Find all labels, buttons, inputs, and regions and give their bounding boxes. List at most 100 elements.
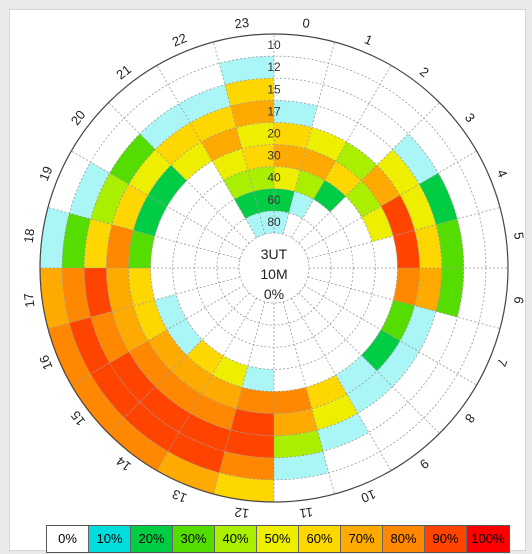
heatmap-cell-h12-r10: [213, 472, 274, 502]
hour-label: 9: [417, 456, 432, 472]
ring-circle: [39, 33, 509, 503]
heatmap-cell-h13-r17: [190, 394, 237, 430]
ring-label: 12: [267, 60, 281, 74]
heatmap-cell-h9-r20: [335, 355, 377, 395]
legend-swatch: 40%: [215, 526, 257, 552]
hour-label: 18: [21, 228, 38, 244]
heatmap-cell-h4-r15: [419, 173, 458, 225]
heatmap-cell-h19-r20: [133, 195, 168, 237]
heatmap-cell-h2-r40: [313, 180, 346, 212]
heatmap-cell-h23-r60: [253, 188, 274, 213]
heatmap-cell-h15-r10: [71, 373, 125, 434]
heatmap-cell-h18-r17: [106, 224, 134, 268]
heatmap-cell-h17-r12: [62, 268, 91, 323]
heatmap-cell-h6-r20: [393, 268, 420, 306]
ring-label: 80: [267, 215, 281, 229]
heatmap-cell-h23-r30: [242, 144, 274, 171]
hour-spoke: [108, 102, 250, 244]
center-text: 3UT 10M 0%: [260, 246, 287, 302]
heatmap-cell-h20-r15: [109, 133, 156, 185]
legend-swatch: 100%: [467, 526, 509, 552]
legend-swatch: 90%: [425, 526, 467, 552]
heatmap-cell-h13-r12: [168, 432, 225, 473]
hour-label: 13: [170, 487, 189, 506]
hour-label: 12: [234, 505, 250, 522]
hour-label: 19: [36, 164, 55, 183]
hour-label: 4: [494, 167, 511, 179]
hour-label: 3: [462, 110, 478, 125]
hour-spoke: [298, 292, 440, 434]
heatmap-cell-h10-r17: [311, 394, 358, 430]
hour-spoke: [298, 102, 440, 244]
heatmap-cell-h23-r17: [230, 100, 274, 128]
heatmap-cell-h16-r17: [112, 305, 148, 352]
heatmap-cell-h4-r20: [380, 195, 415, 237]
heatmap-cell-h4-r17: [400, 184, 436, 231]
heatmap-cell-h10-r20: [305, 374, 347, 409]
heatmap-cell-h15-r20: [147, 329, 187, 371]
ring-circle: [83, 77, 465, 459]
heatmap-cell-h19-r15: [90, 173, 129, 225]
heatmap-cell-h13-r20: [201, 374, 243, 409]
legend-swatch: 10%: [89, 526, 131, 552]
ring-label: 40: [267, 171, 281, 185]
heatmap-cell-h15-r12: [90, 362, 140, 418]
hour-spoke: [71, 150, 244, 251]
heatmap-cell-h17-r10: [40, 268, 70, 329]
heatmap-cell-h11-r20: [274, 387, 312, 414]
ring-label: 60: [267, 193, 281, 207]
heatmap-cell-h23-r12: [219, 56, 274, 85]
heatmap-cell-h22-r60: [234, 191, 260, 219]
ring-labels: 10 12 15 17 20 30 40 60 80: [267, 38, 281, 229]
hour-spoke: [291, 298, 392, 471]
heatmap-cell-h14-r10: [108, 417, 169, 471]
hour-label: 1: [362, 31, 374, 48]
legend-swatch: 50%: [257, 526, 299, 552]
hour-spoke: [307, 207, 501, 260]
ring-circle: [128, 122, 420, 414]
hour-spoke: [282, 301, 335, 495]
hour-label: 14: [113, 454, 134, 475]
ring-circle: [216, 210, 332, 326]
polar-heatmap: 0123456789101112131415161718192021222310…: [21, 15, 525, 522]
heatmap-cell-h2-r20: [335, 141, 377, 181]
ring-label: 30: [267, 149, 281, 163]
heatmap-cell-h11-r15: [274, 429, 324, 458]
heatmap-cell-h18-r12: [62, 213, 91, 268]
heatmap-cell-h12-r30: [242, 365, 274, 392]
heatmap-cell-h21-r17: [155, 122, 202, 166]
heatmap-cell-h21-r20: [171, 141, 213, 181]
heatmap-cell-h12-r17: [230, 408, 274, 436]
legend-swatch: 70%: [341, 526, 383, 552]
heatmap-cell-h20-r20: [147, 165, 187, 207]
heatmap-cell-h0-r60: [274, 188, 295, 213]
heatmap-cell-h16-r15: [90, 311, 129, 363]
heatmap-cell-h15-r30: [167, 318, 203, 356]
heatmap-cell-h22-r20: [201, 127, 243, 162]
hour-label: 7: [494, 356, 511, 368]
heatmap-cell-h7-r17: [400, 305, 436, 352]
heatmap-cell-h23-r20: [236, 122, 274, 149]
legend-swatch: 30%: [173, 526, 215, 552]
center-text-line: 3UT: [261, 246, 288, 262]
heatmap-cell-h18-r20: [128, 230, 155, 268]
hour-spoke: [47, 207, 241, 260]
heatmap-cell-h6-r15: [435, 268, 464, 318]
heatmap-cell-h17-r17: [106, 268, 134, 312]
heatmap-cell-h11-r17: [274, 408, 318, 436]
hour-label: 2: [417, 64, 432, 80]
heatmap-cell-h15-r17: [128, 340, 172, 387]
heatmap-cell-h14-r20: [171, 355, 213, 395]
heatmap-cell-h16-r10: [47, 322, 91, 385]
hour-label: 21: [113, 62, 134, 83]
heatmap-cell-h0-r20: [274, 122, 312, 149]
heatmap-cell-h14-r12: [124, 402, 180, 452]
heatmap-cell-h5-r15: [435, 218, 464, 268]
heatmap-cell-h3-r15: [392, 133, 439, 185]
heatmap-cell-h22-r30: [212, 148, 248, 181]
hour-label: 0: [302, 15, 311, 31]
heatmap-cell-h14-r30: [186, 339, 224, 375]
heatmap-cell-h18-r10: [40, 207, 70, 268]
hour-spoke: [156, 298, 257, 471]
hour-label: 15: [68, 408, 89, 429]
